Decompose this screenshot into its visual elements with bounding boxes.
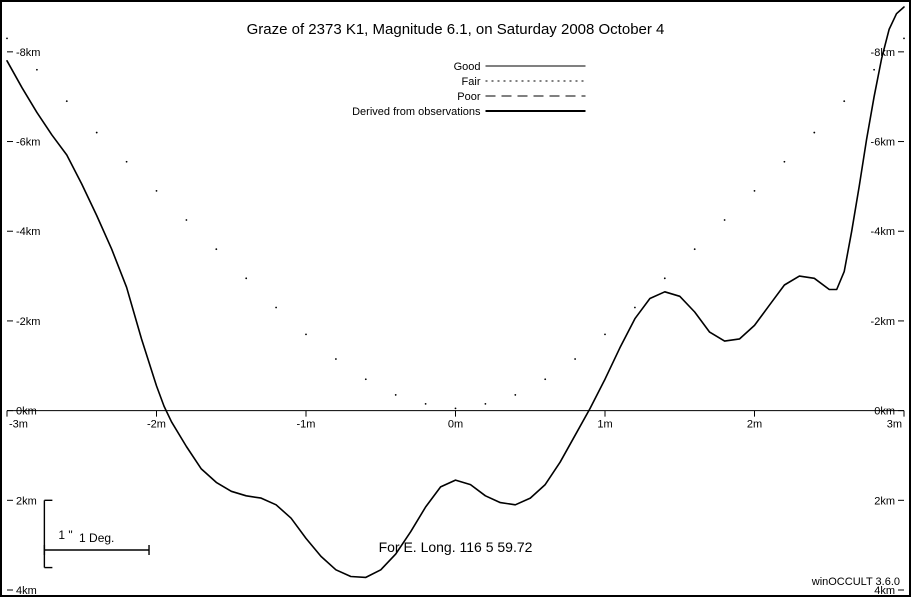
degree-scale-label: 1 Deg. — [79, 531, 114, 545]
fair-curve-dot — [215, 248, 217, 250]
fair-curve-dot — [485, 403, 487, 405]
x-tick-label: -1m — [297, 419, 316, 431]
observation-curve — [7, 7, 904, 577]
fair-curve-dot — [96, 132, 98, 134]
fair-curve-dot — [694, 248, 696, 250]
fair-curve-dot — [275, 307, 277, 309]
fair-curve-dot — [455, 407, 457, 409]
legend-label-poor: Poor — [457, 91, 481, 103]
x-tick-label: 0m — [448, 419, 463, 431]
fair-curve-dot — [784, 161, 786, 163]
chart-svg: -8km-8km-6km-6km-4km-4km-2km-2km0km0km2k… — [2, 2, 909, 595]
arcsec-scale-label: 1 " — [58, 528, 72, 542]
x-tick-label: 3m — [887, 419, 902, 431]
fair-curve-dot — [156, 190, 158, 192]
fair-curve-dot — [873, 69, 875, 71]
y-tick-label-left: 2km — [16, 495, 37, 507]
y-tick-label-right: 2km — [874, 495, 895, 507]
fair-curve-dot — [544, 378, 546, 380]
fair-curve-dot — [664, 277, 666, 279]
x-tick-label: 2m — [747, 419, 762, 431]
fair-curve-dot — [724, 219, 726, 221]
legend-label-fair: Fair — [462, 76, 481, 88]
fair-curve-dot — [754, 190, 756, 192]
fair-curve-dot — [425, 403, 427, 405]
legend-label-derived: Derived from observations — [352, 106, 481, 118]
fair-curve-dot — [843, 100, 845, 102]
y-tick-label-right: -4km — [871, 226, 895, 238]
y-tick-label-left: 4km — [16, 585, 37, 595]
x-tick-label: -2m — [147, 419, 166, 431]
fair-curve-dot — [6, 37, 8, 39]
fair-curve-dot — [903, 37, 905, 39]
software-version: winOCCULT 3.6.0 — [811, 576, 900, 588]
chart-title: Graze of 2373 K1, Magnitude 6.1, on Satu… — [247, 21, 665, 38]
y-tick-label-right: -6km — [871, 137, 895, 149]
chart-container: -8km-8km-6km-6km-4km-4km-2km-2km0km0km2k… — [0, 0, 911, 597]
fair-curve-dot — [126, 161, 128, 163]
legend-label-good: Good — [454, 61, 481, 73]
y-tick-label-left: -4km — [16, 226, 40, 238]
fair-curve-dot — [395, 394, 397, 396]
fair-curve-dot — [335, 358, 337, 360]
fair-curve-dot — [365, 378, 367, 380]
x-tick-label: 1m — [597, 419, 612, 431]
longitude-label: For E. Long. 116 5 59.72 — [379, 539, 533, 555]
fair-curve-dot — [514, 394, 516, 396]
fair-curve-dot — [36, 69, 38, 71]
fair-curve-dot — [186, 219, 188, 221]
y-tick-label-left: -2km — [16, 316, 40, 328]
fair-curve-dot — [305, 333, 307, 335]
y-tick-label-right: 0km — [874, 406, 895, 418]
y-tick-label-left: -6km — [16, 137, 40, 149]
fair-curve-dot — [813, 132, 815, 134]
fair-curve-dot — [66, 100, 68, 102]
x-tick-label: -3m — [9, 419, 28, 431]
fair-curve-dot — [574, 358, 576, 360]
y-tick-label-left: 0km — [16, 406, 37, 418]
fair-curve-dot — [634, 307, 636, 309]
y-tick-label-left: -8km — [16, 47, 40, 59]
y-tick-label-right: -2km — [871, 316, 895, 328]
fair-curve-dot — [604, 333, 606, 335]
fair-curve-dot — [245, 277, 247, 279]
